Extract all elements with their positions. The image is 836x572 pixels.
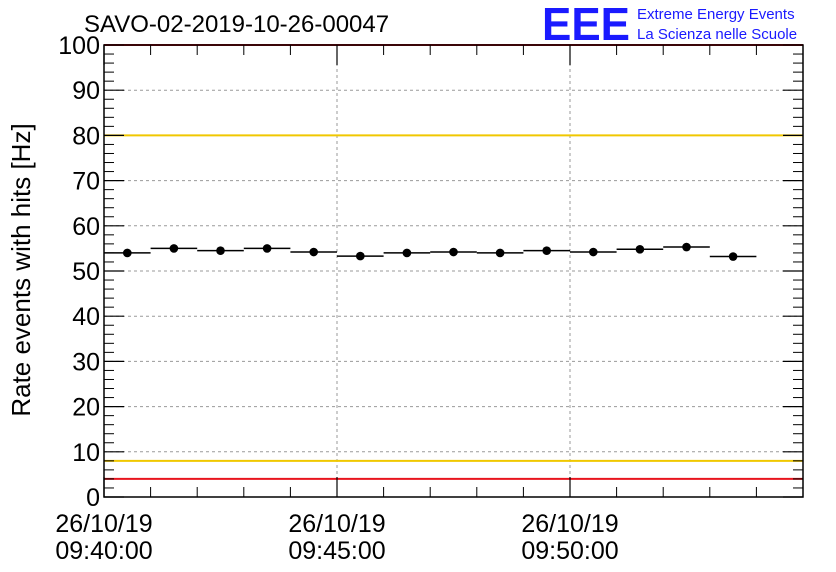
y-tick-label: 20 xyxy=(72,394,100,422)
data-point xyxy=(542,246,551,255)
x-tick-time: 09:45:00 xyxy=(288,537,385,565)
chart-title: SAVO-02-2019-10-26-00047 xyxy=(84,11,389,38)
y-tick-label: 30 xyxy=(72,348,100,376)
x-tick-date: 26/10/19 xyxy=(55,510,152,538)
x-tick-date: 26/10/19 xyxy=(521,510,618,538)
x-tick-date: 26/10/19 xyxy=(288,510,385,538)
data-point xyxy=(682,242,691,252)
data-point xyxy=(495,248,505,258)
data-point xyxy=(449,247,458,257)
x-tick-time: 09:50:00 xyxy=(521,537,618,565)
data-point xyxy=(216,246,225,255)
eee-logo-mark: EEE xyxy=(542,0,630,50)
y-tick-label: 100 xyxy=(58,32,100,60)
y-axis: 0 10 20 30 40 50 60 70 80 90 100 xyxy=(58,32,803,512)
eee-logo: EEE Extreme Energy Events La Scienza nel… xyxy=(542,0,797,50)
y-tick-label: 50 xyxy=(72,258,100,286)
data-point xyxy=(169,244,179,253)
y-tick-label: 80 xyxy=(72,122,100,150)
data-point xyxy=(635,245,645,254)
grid xyxy=(104,45,803,497)
y-tick-label: 70 xyxy=(72,168,100,196)
data-point xyxy=(123,248,132,258)
y-axis-label: Rate events with hits [Hz] xyxy=(6,123,36,416)
x-tick-time: 09:40:00 xyxy=(55,537,152,565)
data-point xyxy=(589,247,598,257)
data-series xyxy=(104,242,757,261)
reference-lines xyxy=(104,44,803,480)
logo-line-1: Extreme Energy Events xyxy=(637,6,795,23)
data-point xyxy=(728,252,738,261)
y-tick-label: 60 xyxy=(72,213,100,241)
y-tick-label: 40 xyxy=(72,303,100,331)
data-point xyxy=(262,244,272,253)
logo-line-2: La Scienza nelle Scuole xyxy=(637,26,797,43)
x-axis: 26/10/1909:40:0026/10/1909:45:0026/10/19… xyxy=(55,45,757,565)
data-point xyxy=(356,251,365,261)
y-tick-label: 10 xyxy=(72,439,100,467)
data-point xyxy=(309,247,319,257)
data-point xyxy=(402,248,412,258)
y-tick-label: 0 xyxy=(86,484,100,512)
y-tick-label: 90 xyxy=(72,77,100,105)
